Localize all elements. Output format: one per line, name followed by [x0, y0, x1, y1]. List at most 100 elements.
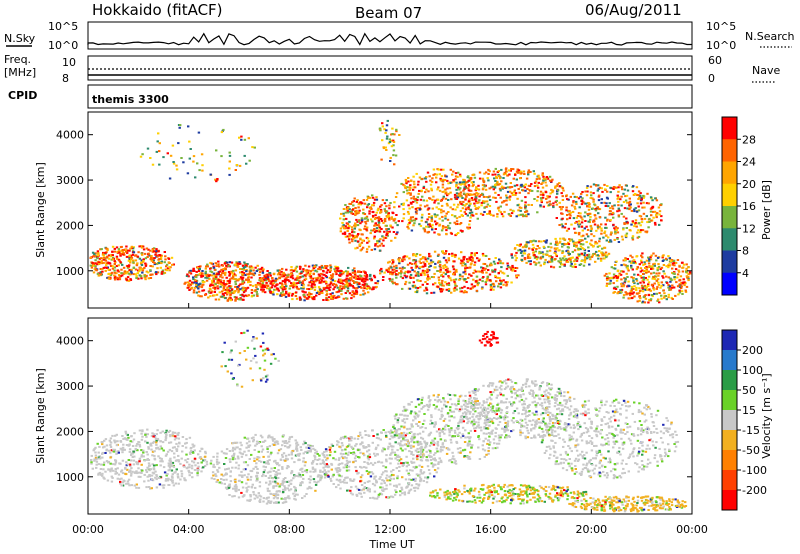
range-cell: [643, 263, 647, 265]
range-cell: [357, 206, 360, 209]
range-cell: [647, 202, 650, 205]
range-cell: [614, 267, 617, 270]
range-cell: [425, 199, 429, 202]
range-cell: [461, 207, 465, 210]
range-cell: [491, 270, 494, 273]
range-cell: [385, 228, 388, 231]
range-cell: [359, 222, 362, 225]
range-cell: [585, 186, 589, 189]
range-cell: [449, 168, 452, 171]
range-cell: [426, 268, 429, 271]
range-cell: [344, 292, 347, 294]
range-cell: [132, 450, 135, 453]
range-cell: [358, 219, 361, 222]
range-cell: [358, 270, 361, 273]
range-cell: [667, 286, 670, 289]
range-cell: [229, 286, 232, 289]
range-cell: [256, 282, 260, 285]
range-cell: [447, 259, 451, 262]
range-cell: [314, 468, 317, 471]
range-cell: [155, 443, 158, 446]
range-cell: [437, 279, 441, 282]
range-cell: [596, 224, 600, 227]
range-cell: [415, 201, 419, 204]
range-cell: [486, 275, 489, 278]
range-cell: [666, 281, 669, 284]
range-cell: [146, 441, 149, 444]
range-cell: [469, 287, 472, 290]
range-cell: [412, 276, 415, 279]
range-cell: [579, 215, 582, 218]
range-cell: [271, 284, 274, 287]
range-cell: [312, 447, 315, 450]
range-cell: [481, 271, 484, 274]
range-cell: [490, 264, 493, 267]
range-cell: [604, 254, 608, 257]
range-cell: [412, 200, 415, 203]
range-cell: [228, 261, 232, 264]
range-cell: [334, 280, 337, 283]
range-cell: [475, 207, 478, 210]
range-cell: [581, 201, 585, 204]
range-cell: [653, 278, 657, 280]
range-cell: [158, 258, 161, 260]
range-cell: [186, 466, 190, 469]
range-cell: [266, 489, 270, 492]
range-cell: [106, 479, 110, 482]
range-cell: [609, 282, 612, 285]
range-cell: [355, 209, 358, 212]
range-cell: [506, 274, 509, 277]
range-cell: [223, 273, 227, 276]
range-cell: [197, 465, 200, 468]
range-cell: [94, 259, 97, 262]
range-cell: [424, 191, 427, 194]
range-cell: [102, 463, 106, 466]
range-cell: [129, 261, 132, 264]
range-cell: [670, 259, 674, 262]
range-cell: [103, 261, 106, 264]
range-cell: [622, 284, 626, 287]
range-cell: [541, 255, 545, 258]
range-cell: [639, 192, 642, 195]
range-cell: [143, 274, 146, 277]
range-cell: [412, 281, 415, 284]
range-cell: [104, 438, 108, 441]
range-cell: [641, 229, 645, 232]
range-cell: [471, 185, 474, 188]
range-cell: [374, 214, 377, 217]
beam-title: Beam 07: [355, 4, 422, 22]
range-cell: [614, 288, 618, 290]
range-cell: [128, 254, 131, 257]
range-cell: [560, 223, 564, 226]
range-cell: [329, 266, 333, 269]
range-cell: [99, 248, 102, 251]
range-cell: [673, 264, 676, 267]
range-cell: [469, 216, 472, 219]
range-cell: [463, 192, 466, 195]
range-cell: [100, 261, 103, 264]
range-cell: [224, 261, 227, 263]
range-cell: [415, 172, 418, 175]
range-cell: [224, 457, 228, 459]
range-cell: [492, 284, 496, 287]
range-cell: [407, 271, 410, 274]
range-cell: [219, 275, 222, 278]
range-cell: [274, 493, 278, 496]
range-cell: [363, 213, 367, 215]
range-cell: [161, 270, 164, 273]
range-cell: [430, 218, 434, 221]
range-cell: [208, 277, 211, 280]
range-cell: [485, 255, 488, 257]
range-cell: [515, 184, 519, 187]
range-cell: [152, 435, 155, 438]
range-cell: [532, 251, 535, 254]
range-cell: [625, 184, 628, 187]
range-cell: [331, 297, 335, 300]
range-cell: [243, 154, 246, 157]
range-cell: [607, 205, 610, 208]
range-cell: [612, 216, 615, 219]
range-cell: [263, 286, 267, 289]
range-cell: [325, 299, 328, 301]
range-cell: [141, 153, 144, 156]
range-cell: [157, 250, 160, 253]
